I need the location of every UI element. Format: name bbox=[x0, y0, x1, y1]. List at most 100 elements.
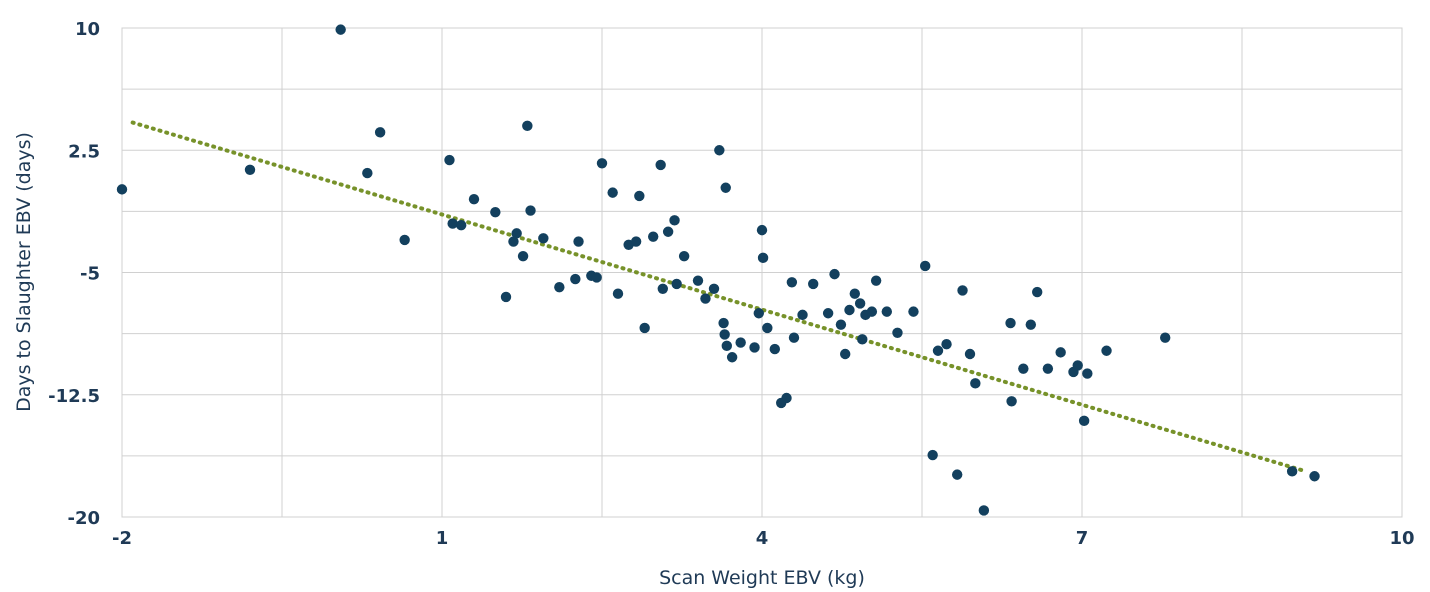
grid bbox=[121, 27, 1403, 518]
trendline bbox=[130, 120, 1308, 474]
data-point bbox=[708, 283, 720, 294]
data-point bbox=[657, 283, 668, 294]
data-point bbox=[1101, 345, 1112, 356]
data-point bbox=[490, 206, 501, 218]
data-point bbox=[719, 329, 730, 340]
y-axis-ticks: -20 -12.5 -5 2.5 10 bbox=[48, 19, 100, 529]
trendline-layer bbox=[130, 120, 1308, 474]
y-axis-title: Days to Slaughter EBV (days) bbox=[13, 132, 35, 412]
data-point bbox=[797, 309, 808, 321]
data-point bbox=[932, 345, 944, 356]
data-point bbox=[335, 24, 346, 35]
data-point bbox=[678, 251, 690, 262]
data-point bbox=[1082, 368, 1093, 379]
data-point bbox=[854, 298, 866, 309]
data-point bbox=[808, 278, 819, 290]
data-point bbox=[1160, 332, 1171, 343]
data-point bbox=[525, 205, 536, 216]
data-point bbox=[522, 120, 533, 131]
data-point bbox=[1025, 319, 1037, 330]
data-point bbox=[908, 306, 919, 317]
data-point bbox=[844, 304, 855, 316]
data-point bbox=[881, 306, 892, 317]
data-point bbox=[720, 182, 731, 193]
data-point bbox=[920, 260, 931, 272]
data-point bbox=[788, 332, 800, 343]
data-point bbox=[517, 251, 529, 262]
data-point bbox=[374, 127, 386, 138]
data-point bbox=[749, 342, 760, 353]
x-tick-label: 7 bbox=[1076, 528, 1089, 549]
y-tick-label: 2.5 bbox=[68, 141, 100, 162]
data-point bbox=[1006, 396, 1017, 407]
data-point bbox=[735, 337, 746, 348]
data-point bbox=[870, 275, 882, 286]
data-point bbox=[970, 378, 981, 389]
data-point bbox=[655, 159, 666, 171]
data-point bbox=[1042, 363, 1054, 374]
data-point bbox=[671, 278, 682, 290]
data-point bbox=[1005, 317, 1016, 329]
data-point bbox=[639, 322, 650, 334]
data-point bbox=[362, 167, 373, 179]
data-point bbox=[612, 288, 624, 299]
data-point bbox=[781, 392, 792, 404]
data-point bbox=[500, 291, 512, 303]
data-point bbox=[573, 236, 584, 247]
data-point bbox=[444, 154, 455, 166]
data-point bbox=[662, 226, 674, 237]
data-point bbox=[456, 220, 467, 231]
data-point bbox=[849, 288, 860, 299]
data-point bbox=[630, 236, 642, 247]
y-tick-label: -20 bbox=[67, 508, 100, 529]
data-point bbox=[648, 231, 659, 242]
data-point bbox=[1055, 347, 1066, 358]
data-point bbox=[692, 275, 704, 286]
y-tick-label: -5 bbox=[80, 264, 100, 285]
data-point bbox=[941, 339, 952, 350]
x-axis-ticks: -2 1 4 7 10 bbox=[112, 528, 1415, 549]
data-point bbox=[634, 190, 645, 202]
x-tick-label: 4 bbox=[756, 528, 769, 549]
data-point bbox=[714, 145, 725, 156]
data-point bbox=[1078, 415, 1090, 427]
data-point bbox=[116, 184, 128, 195]
data-point bbox=[244, 164, 256, 176]
data-point bbox=[892, 327, 903, 339]
data-point bbox=[570, 273, 581, 285]
data-point bbox=[508, 236, 519, 247]
data-point bbox=[1072, 360, 1083, 371]
x-tick-label: -2 bbox=[112, 528, 132, 549]
data-point bbox=[952, 469, 963, 480]
data-point bbox=[538, 233, 549, 244]
data-point bbox=[957, 285, 968, 296]
data-point bbox=[607, 187, 618, 198]
data-point bbox=[447, 218, 458, 229]
data-point bbox=[762, 322, 773, 334]
data-point bbox=[1018, 363, 1029, 374]
data-point bbox=[718, 317, 729, 329]
data-point bbox=[554, 281, 565, 293]
data-point bbox=[978, 505, 990, 516]
data-point bbox=[840, 348, 851, 360]
x-tick-label: 1 bbox=[436, 528, 449, 549]
data-point bbox=[721, 340, 732, 352]
data-point bbox=[591, 272, 602, 283]
data-point bbox=[786, 277, 798, 288]
data-point bbox=[399, 234, 410, 246]
data-point bbox=[964, 348, 976, 360]
data-point bbox=[726, 352, 738, 363]
data-point bbox=[669, 215, 680, 226]
data-point bbox=[757, 252, 769, 264]
data-point bbox=[511, 228, 522, 239]
data-point bbox=[857, 334, 868, 345]
data-point bbox=[700, 293, 711, 304]
data-point bbox=[822, 308, 834, 319]
data-point bbox=[1286, 466, 1298, 477]
data-point bbox=[829, 268, 840, 280]
data-point bbox=[756, 224, 768, 236]
data-point bbox=[753, 308, 764, 319]
y-tick-label: -12.5 bbox=[48, 386, 100, 407]
data-point bbox=[866, 306, 878, 317]
data-point bbox=[835, 319, 847, 330]
